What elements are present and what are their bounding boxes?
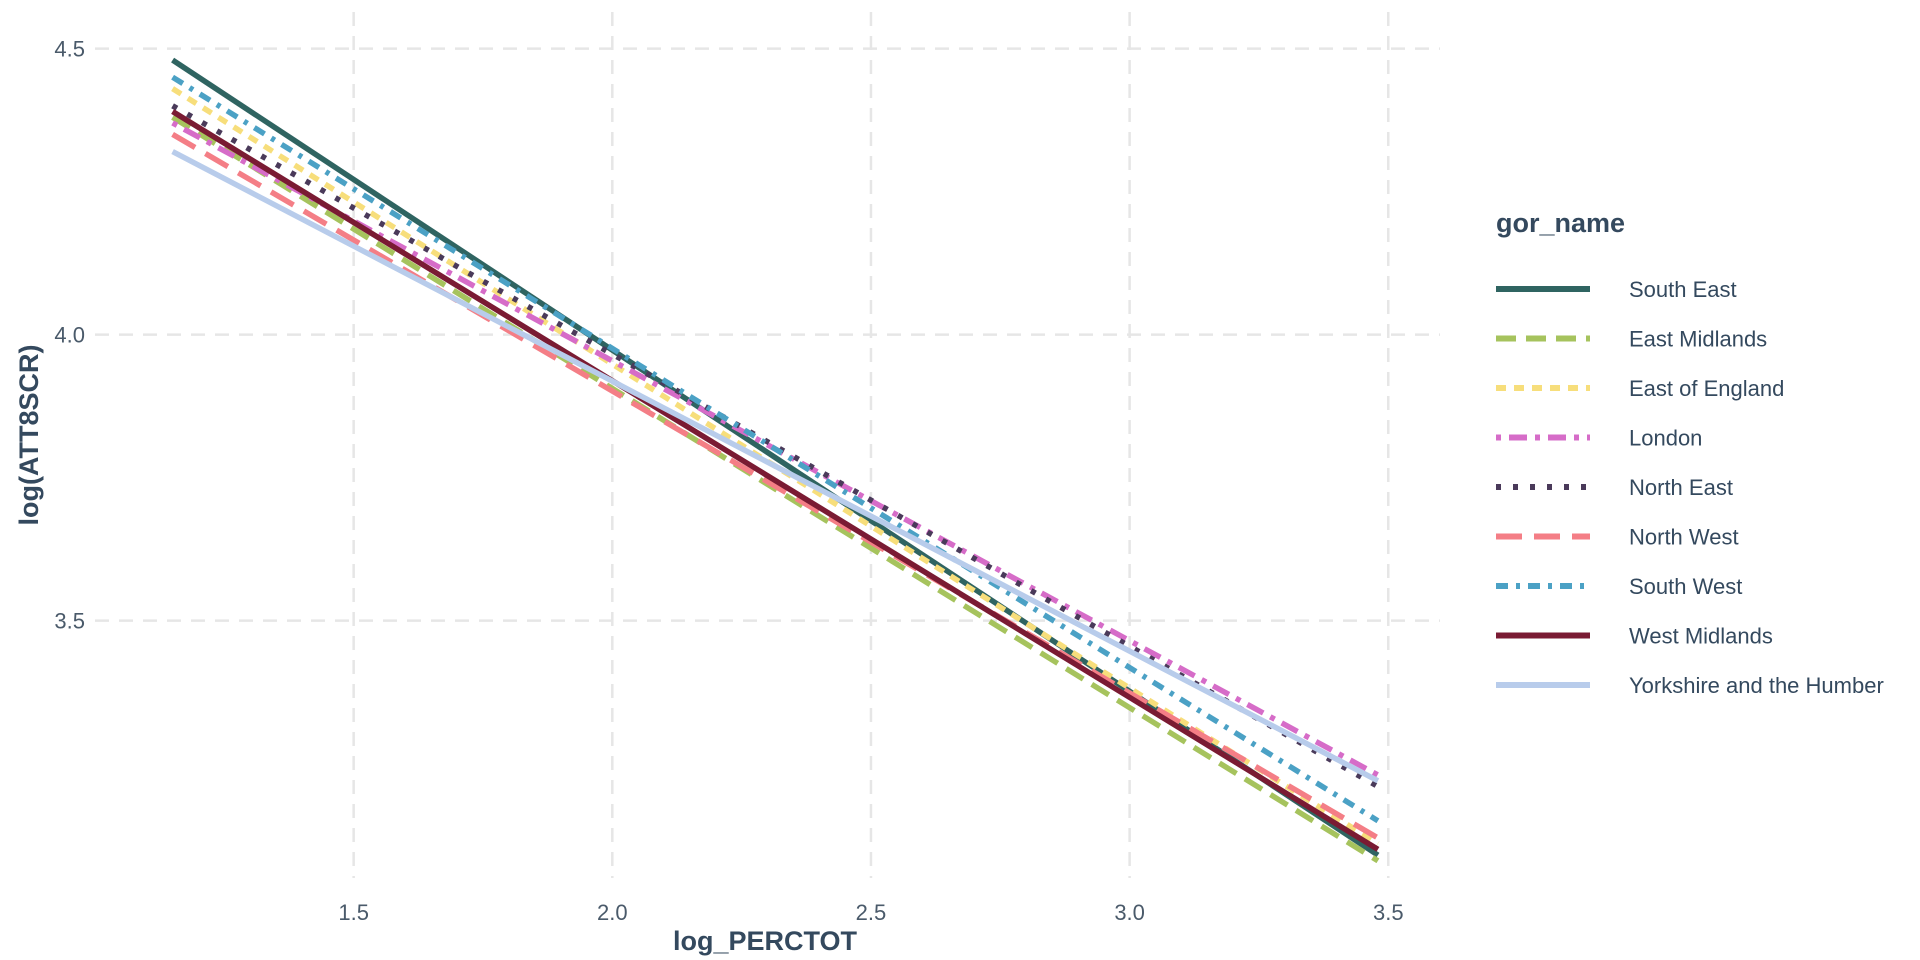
y-axis-title: log(ATT8SCR): [14, 345, 44, 526]
legend-label: London: [1629, 426, 1702, 451]
series-line-west-midlands: [171, 109, 1380, 852]
x-tick-label: 3.5: [1373, 900, 1404, 925]
y-axis-ticks: 3.5 4.0 4.5: [54, 37, 85, 634]
legend-items: South East East Midlands East of England Lo…: [1496, 277, 1884, 698]
series-line-north-west: [171, 132, 1380, 841]
legend-label: Yorkshire and the Humber: [1629, 673, 1884, 698]
legend-title: gor_name: [1496, 208, 1625, 238]
y-tick-label: 4.0: [54, 323, 85, 348]
series-line-south-west: [171, 74, 1380, 824]
y-tick-label: 3.5: [54, 609, 85, 634]
legend-label: East Midlands: [1629, 327, 1767, 352]
legend-label: South West: [1629, 574, 1742, 599]
grid: [95, 12, 1440, 878]
series-lines: [171, 57, 1380, 864]
x-tick-label: 2.0: [597, 900, 628, 925]
series-line-yorkshire-and-the-humber: [171, 149, 1380, 784]
legend-label: North West: [1629, 525, 1739, 550]
legend-label: North East: [1629, 475, 1733, 500]
x-tick-label: 2.5: [856, 900, 887, 925]
y-tick-label: 4.5: [54, 37, 85, 62]
legend-label: South East: [1629, 277, 1737, 302]
x-axis-title: log_PERCTOT: [673, 926, 858, 956]
legend-label: West Midlands: [1629, 624, 1773, 649]
x-tick-label: 3.0: [1114, 900, 1145, 925]
legend-label: East of England: [1629, 376, 1784, 401]
x-tick-label: 1.5: [338, 900, 369, 925]
legend: gor_name South East East Midlands East of …: [1496, 208, 1884, 698]
x-axis-ticks: 1.5 2.0 2.5 3.0 3.5: [338, 900, 1403, 925]
